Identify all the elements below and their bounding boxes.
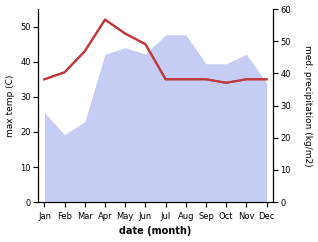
Y-axis label: max temp (C): max temp (C): [5, 75, 15, 137]
X-axis label: date (month): date (month): [119, 227, 192, 236]
Y-axis label: med. precipitation (kg/m2): med. precipitation (kg/m2): [303, 45, 313, 166]
